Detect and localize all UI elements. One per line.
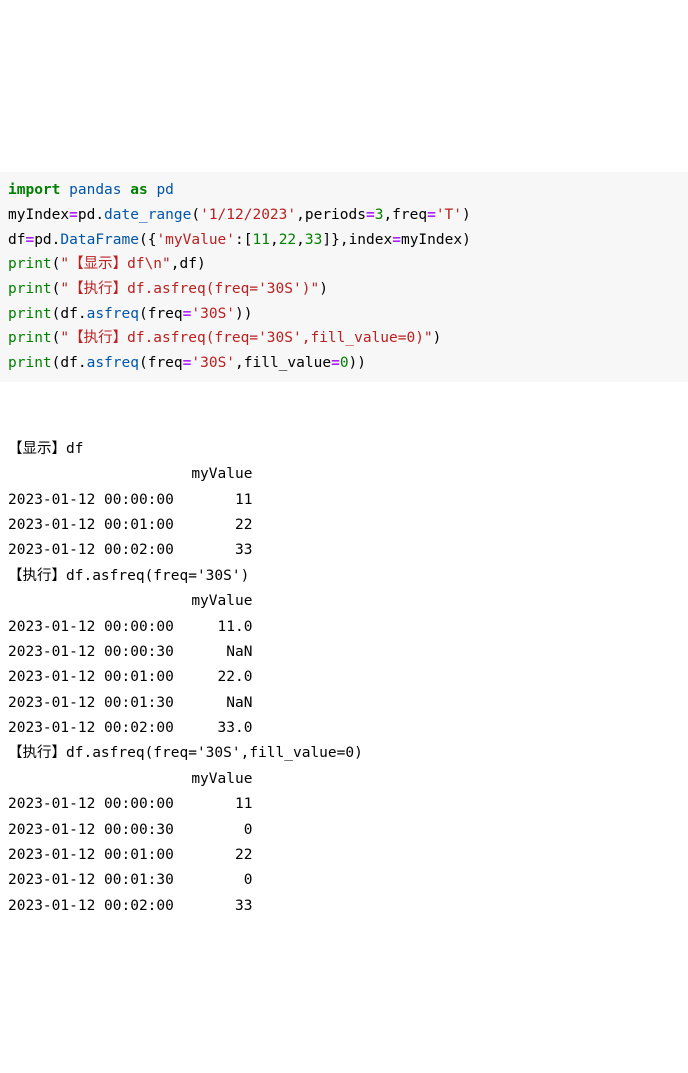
token-num: 22 [279, 232, 296, 248]
token-bi: print [8, 306, 52, 322]
token-str: "【执行】df.asfreq(freq='30S')" [60, 281, 319, 297]
token-param: fill_value [244, 355, 331, 371]
token-param: freq [392, 207, 427, 223]
token-num: 0 [340, 355, 349, 371]
token-str: 'myValue' [156, 232, 235, 248]
token-attr: asfreq [87, 306, 139, 322]
token-param: freq [148, 355, 183, 371]
token-attr: asfreq [87, 355, 139, 371]
token-punct: . [78, 355, 87, 371]
token-op: = [366, 207, 375, 223]
token-punct: , [296, 207, 305, 223]
token-bi: print [8, 330, 52, 346]
token-punct: , [383, 207, 392, 223]
token-punct: ) [433, 330, 442, 346]
token-str: '30S' [191, 355, 235, 371]
token-op: = [392, 232, 401, 248]
code-input: import pandas as pd myIndex=pd.date_rang… [0, 172, 688, 381]
token-punct: ( [191, 207, 200, 223]
token-punct: , [296, 232, 305, 248]
token-punct: )) [349, 355, 366, 371]
token-str: '30S' [191, 306, 235, 322]
token-punct: . [78, 306, 87, 322]
token-param: freq [148, 306, 183, 322]
token-param: index [349, 232, 393, 248]
code-output: 【显示】df myValue 2023-01-12 00:00:00 11 20… [0, 431, 688, 925]
token-name: df [60, 355, 77, 371]
token-str: '1/12/2023' [200, 207, 296, 223]
token-op: = [427, 207, 436, 223]
token-punct: ) [462, 207, 471, 223]
token-punct: ]}, [322, 232, 348, 248]
token-punct: ( [139, 306, 148, 322]
token-punct: )) [235, 306, 252, 322]
token-str: "【执行】df.asfreq(freq='30S',fill_value=0)" [60, 330, 432, 346]
token-num: 33 [305, 232, 322, 248]
token-op: = [331, 355, 340, 371]
token-bi: print [8, 281, 52, 297]
token-attr: pd [156, 182, 173, 198]
token-punct: :[ [235, 232, 252, 248]
token-name: df) [180, 256, 206, 272]
token-punct: , [171, 256, 180, 272]
token-name: df [60, 306, 77, 322]
token-punct: . [95, 207, 104, 223]
token-num: 11 [253, 232, 270, 248]
token-punct: ({ [139, 232, 156, 248]
token-name: myIndex [8, 207, 69, 223]
token-punct: , [235, 355, 244, 371]
token-attr: DataFrame [60, 232, 139, 248]
token-punct: , [270, 232, 279, 248]
token-kw: as [130, 182, 147, 198]
token-bi: print [8, 256, 52, 272]
token-name: df [8, 232, 25, 248]
token-op: = [25, 232, 34, 248]
token-punct: ( [139, 355, 148, 371]
token-kw: import [8, 182, 60, 198]
token-punct: ) [319, 281, 328, 297]
token-str: 'T' [436, 207, 462, 223]
token-name: pd [34, 232, 51, 248]
token-str: "【显示】df\n" [60, 256, 170, 272]
token-bi: print [8, 355, 52, 371]
notebook-cell: import pandas as pd myIndex=pd.date_rang… [0, 123, 688, 949]
token-param: periods [305, 207, 366, 223]
token-op: = [69, 207, 78, 223]
token-attr: pandas [69, 182, 121, 198]
token-name: pd [78, 207, 95, 223]
token-attr: date_range [104, 207, 191, 223]
token-name: myIndex) [401, 232, 471, 248]
